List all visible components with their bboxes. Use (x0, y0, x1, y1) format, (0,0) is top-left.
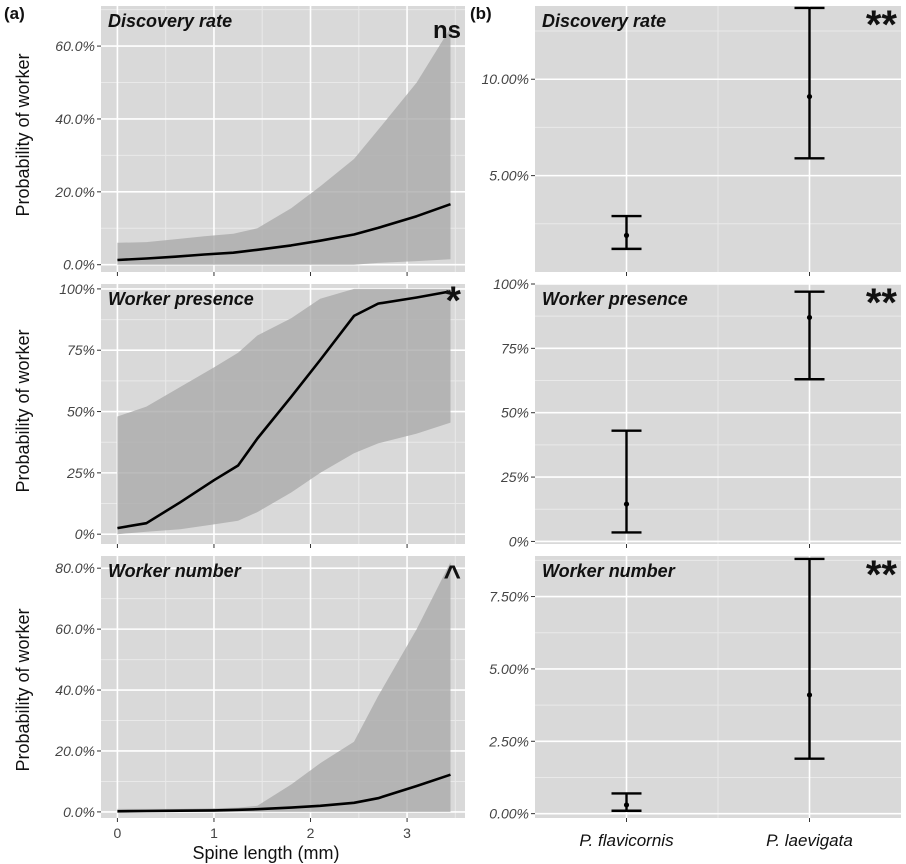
data-layer (117, 288, 451, 535)
y-tick-label: 50% (67, 404, 95, 420)
confidence-ribbon (117, 288, 451, 535)
chart-panels: 0.0%20.0%40.0%60.0%Discovery rate ns0%25%… (54, 3, 901, 850)
data-layer (611, 290, 825, 534)
error-bar-flavicornis (611, 792, 642, 812)
chart-a3: 0.0% 20.0% 40.0% 60.0% 80.0% 0 1 2 3 Worker numbe… (54, 556, 465, 841)
significance-label: ** (866, 281, 898, 325)
significance-label: * (445, 279, 461, 323)
x-axis-label: Spine length (mm) (192, 843, 339, 863)
data-layer (611, 557, 825, 812)
panel-title: Discovery rate (108, 11, 232, 31)
panel-title: Worker presence (108, 289, 254, 309)
y-tick-label: 0% (509, 533, 529, 549)
panel-label-a: (a) (4, 4, 25, 23)
panel-title: Discovery rate (542, 11, 666, 31)
y-tick-label: 60.0% (55, 621, 95, 637)
fitted-line (117, 290, 451, 530)
y-tick-label: 5.00% (489, 168, 529, 184)
significance-label: ** (866, 3, 898, 47)
error-bar-laevigata (794, 290, 825, 381)
x-category-label: P. laevigata (766, 831, 853, 850)
point-estimate (806, 314, 813, 321)
error-bar-laevigata (794, 6, 825, 160)
y-tick-label: 0% (75, 526, 95, 542)
y-tick-label: 20.0% (54, 743, 95, 759)
data-layer (117, 562, 451, 813)
point-estimate (623, 802, 630, 808)
panel-title: Worker number (108, 561, 242, 581)
panel-title: Worker number (542, 561, 676, 581)
point-estimate (623, 501, 630, 507)
chart-b2: 0% 25% 50% 75% 100% Worker presence ** (493, 276, 901, 549)
y-tick-label: 50% (501, 405, 529, 421)
x-category-label: P. flavicornis (579, 831, 674, 850)
y-tick-label: 20.0% (54, 184, 95, 200)
y-tick-label: 25% (500, 469, 529, 485)
y-tick-label: 10.00% (482, 71, 529, 87)
significance-label: ^ (443, 560, 461, 593)
y-tick-label: 0.0% (63, 257, 95, 273)
panel-title: Worker presence (542, 289, 688, 309)
y-tick-label: 5.00% (489, 661, 529, 677)
y-axis-label-top: Probability of worker (13, 53, 33, 216)
significance-label: ns (433, 17, 461, 44)
y-tick-label: 40.0% (55, 111, 95, 127)
x-tick-label: 1 (210, 825, 218, 841)
x-tick-label: 0 (114, 825, 122, 841)
point-estimate (623, 232, 630, 238)
y-axis-label-middle: Probability of worker (13, 329, 33, 492)
x-tick-label: 3 (403, 825, 411, 841)
fitted-line (117, 202, 451, 262)
y-tick-label: 2.50% (488, 733, 529, 749)
fitted-line (117, 773, 451, 813)
chart-a1: 0.0% 20.0% 40.0% 60.0% Discovery rate ns (54, 6, 465, 276)
y-tick-label: 100% (493, 276, 529, 292)
point-estimate (806, 692, 813, 698)
y-tick-label: 75% (67, 342, 95, 358)
y-tick-label: 75% (501, 340, 529, 356)
y-tick-label: 80.0% (55, 560, 95, 576)
y-tick-label: 0.00% (489, 806, 529, 822)
error-bar-laevigata (794, 557, 825, 760)
confidence-ribbon (117, 27, 451, 265)
confidence-ribbon (117, 562, 451, 812)
y-tick-label: 25% (66, 465, 95, 481)
data-layer (117, 27, 451, 265)
chart-b3: 0.00% 2.50% 5.00% 7.50% P. flavicornis P. lae… (488, 553, 901, 850)
error-bar-flavicornis (611, 214, 642, 251)
chart-b1: 5.00% 10.00% Discovery rate ** (482, 3, 901, 276)
y-tick-label: 60.0% (55, 38, 95, 54)
error-bar-flavicornis (611, 429, 642, 534)
point-estimate (806, 93, 813, 100)
y-tick-label: 7.50% (489, 589, 529, 605)
significance-label: ** (866, 553, 898, 597)
panel-label-b: (b) (470, 4, 492, 23)
y-tick-label: 100% (59, 281, 95, 297)
x-tick-label: 2 (307, 825, 315, 841)
y-axis-label-bottom: Probability of worker (13, 608, 33, 771)
data-layer (611, 6, 825, 251)
chart-a2: 0% 25% 50% 75% 100% Worker presence * (59, 279, 465, 548)
y-tick-label: 40.0% (55, 682, 95, 698)
y-tick-label: 0.0% (63, 804, 95, 820)
